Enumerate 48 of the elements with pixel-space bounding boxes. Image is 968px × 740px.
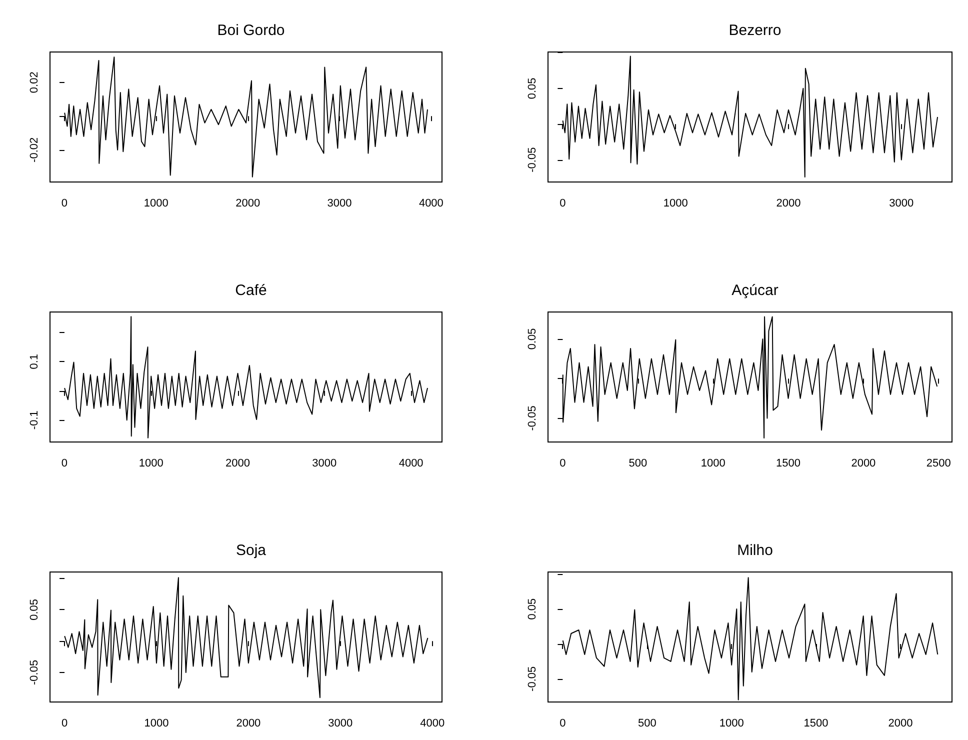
x-tick-label: 1500 <box>804 718 828 730</box>
x-tick-label: 1000 <box>700 458 726 470</box>
y-tick-label: 0.1 <box>28 354 40 370</box>
x-tick-label: 0 <box>61 458 68 470</box>
y-tick-label: 0.05 <box>526 328 538 350</box>
x-tick-label: 4000 <box>420 718 445 730</box>
x-tick-label: 1000 <box>663 198 688 210</box>
y-tick-label: 0.05 <box>526 598 538 620</box>
x-tick-label: 0 <box>560 718 566 730</box>
x-tick-label: 2000 <box>888 718 913 730</box>
x-tick-label: 3000 <box>327 198 352 210</box>
x-tick-label: 0 <box>61 198 68 210</box>
x-tick-label: 4000 <box>398 458 424 470</box>
x-tick-label: 2500 <box>926 458 951 470</box>
x-tick-label: 0 <box>61 718 68 730</box>
x-tick-label: 2000 <box>236 198 260 210</box>
y-tick-label: -0.05 <box>526 666 538 692</box>
x-tick-label: 3000 <box>889 198 914 210</box>
chart-title: Café <box>235 282 267 299</box>
x-tick-label: 1000 <box>144 198 168 210</box>
y-tick-label: -0.05 <box>28 660 40 686</box>
x-tick-label: 500 <box>628 458 648 470</box>
chart-title: Bezerro <box>728 22 782 39</box>
y-tick-label: -0.05 <box>526 147 538 172</box>
x-tick-label: 3000 <box>328 718 353 730</box>
x-tick-label: 2000 <box>226 458 250 470</box>
chart-title: Soja <box>236 542 267 559</box>
y-tick-label: -0.02 <box>28 137 40 162</box>
x-tick-label: 500 <box>638 718 656 730</box>
x-tick-label: 1000 <box>138 458 164 470</box>
x-tick-label: 1500 <box>776 458 801 470</box>
x-tick-label: 2000 <box>776 198 801 210</box>
x-tick-label: 1000 <box>144 718 169 730</box>
x-tick-label: 0 <box>560 458 566 470</box>
chart-title: Boi Gordo <box>217 22 285 39</box>
y-tick-label: -0.1 <box>28 410 40 430</box>
x-tick-label: 2000 <box>851 458 876 470</box>
chart-title: Milho <box>737 542 773 559</box>
x-tick-label: 3000 <box>312 458 337 470</box>
x-tick-label: 2000 <box>236 718 261 730</box>
x-tick-label: 0 <box>560 198 566 210</box>
y-tick-label: 0.05 <box>526 78 538 100</box>
y-tick-label: 0.05 <box>28 598 40 620</box>
y-tick-label: -0.05 <box>526 406 538 431</box>
chart-title: Açúcar <box>732 282 778 299</box>
x-tick-label: 1000 <box>719 718 744 730</box>
y-tick-label: 0.02 <box>28 72 40 94</box>
x-tick-label: 4000 <box>418 198 444 210</box>
